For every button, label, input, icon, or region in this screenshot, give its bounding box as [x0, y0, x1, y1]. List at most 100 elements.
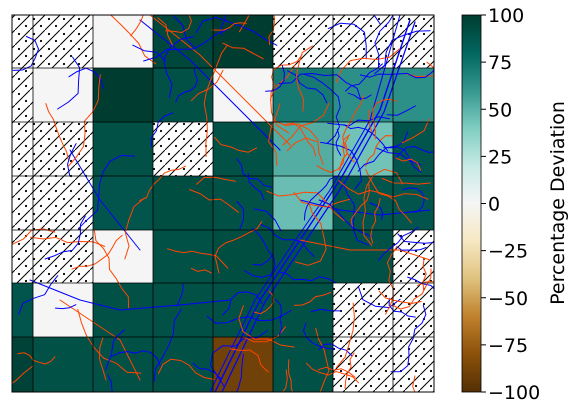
- cell-no-data: [12, 68, 33, 122]
- primary-network-line: [299, 199, 431, 216]
- secondary-network-line: [338, 180, 429, 200]
- secondary-network-line: [344, 352, 355, 389]
- primary-network-line: [343, 124, 389, 152]
- cell: [273, 122, 333, 176]
- primary-network-line: [236, 201, 245, 230]
- primary-network-line: [221, 291, 263, 316]
- colorbar-tick-label: −100: [488, 382, 540, 404]
- cell-no-data: [12, 122, 33, 176]
- cell: [213, 230, 273, 283]
- primary-network-line: [386, 105, 416, 116]
- primary-network-line: [396, 246, 427, 251]
- primary-network-line: [397, 233, 434, 244]
- secondary-network-line: [339, 136, 349, 171]
- colorbar-tick-label: 50: [488, 99, 512, 121]
- secondary-network-line: [284, 122, 317, 157]
- primary-network-line: [111, 350, 161, 367]
- cell-no-data: [393, 283, 434, 337]
- cell-no-data: [333, 283, 393, 337]
- network-lines: [12, 15, 434, 392]
- secondary-network-line: [317, 366, 356, 378]
- primary-network-line: [29, 279, 231, 311]
- secondary-network-line: [214, 221, 263, 274]
- secondary-network-line: [395, 157, 422, 171]
- primary-network-line: [402, 187, 425, 213]
- cell-no-data: [33, 122, 93, 176]
- cell: [333, 230, 393, 283]
- secondary-network-line: [315, 327, 330, 392]
- secondary-network-line: [370, 198, 381, 244]
- secondary-network-line: [124, 197, 145, 260]
- cell: [12, 337, 33, 392]
- secondary-network-line: [12, 365, 34, 385]
- primary-network-line: [173, 15, 196, 50]
- secondary-network-line: [270, 54, 303, 102]
- secondary-network-line: [45, 103, 70, 162]
- cell: [393, 122, 434, 176]
- secondary-network-line: [239, 15, 250, 33]
- secondary-network-line: [196, 176, 236, 185]
- primary-network-line: [342, 182, 370, 246]
- colorbar-label: Percentage Deviation: [547, 101, 569, 305]
- primary-network-line: [69, 149, 141, 251]
- primary-network-line: [68, 67, 104, 89]
- primary-network-line: [327, 22, 367, 60]
- secondary-network-line: [422, 257, 427, 291]
- primary-network-line: [235, 353, 244, 392]
- primary-network-line: [150, 112, 174, 148]
- primary-network-line: [347, 92, 372, 100]
- primary-network-line: [107, 374, 113, 392]
- primary-network-line: [175, 67, 198, 103]
- colorbar-tick-label: 100: [488, 5, 524, 27]
- cell: [213, 122, 273, 176]
- primary-network-line: [374, 30, 431, 75]
- primary-network-line: [372, 15, 381, 25]
- secondary-network-line: [401, 118, 430, 144]
- primary-network-line: [253, 208, 282, 232]
- secondary-network-line: [273, 120, 324, 165]
- primary-network-line: [209, 15, 401, 392]
- primary-network-line: [390, 304, 427, 373]
- primary-network-line: [139, 19, 281, 151]
- primary-network-line: [357, 145, 422, 173]
- secondary-network-line: [71, 234, 123, 270]
- cell-no-data: [273, 15, 333, 68]
- colorbar-gradient: [461, 14, 482, 393]
- secondary-network-line: [268, 15, 275, 46]
- primary-network-line: [260, 223, 315, 257]
- primary-network-line: [274, 298, 283, 336]
- cell-no-data: [33, 15, 93, 68]
- secondary-network-line: [229, 348, 269, 373]
- secondary-network-line: [139, 165, 187, 202]
- secondary-network-line: [157, 17, 173, 46]
- colorbar: 100 75 50 25 0 −25 −50 −75 −100 Percentage Devia…: [461, 5, 569, 404]
- cell: [153, 68, 213, 122]
- cell: [33, 337, 93, 392]
- secondary-network-line: [295, 45, 313, 112]
- secondary-network-line: [93, 229, 130, 309]
- primary-network-line: [105, 329, 125, 371]
- secondary-network-line: [372, 98, 398, 140]
- primary-network-line: [359, 68, 434, 79]
- primary-network-line: [318, 199, 373, 238]
- secondary-network-line: [190, 267, 212, 274]
- secondary-network-line: [158, 358, 215, 380]
- secondary-network-line: [295, 200, 327, 266]
- secondary-network-line: [17, 352, 56, 365]
- secondary-network-line: [381, 177, 431, 185]
- secondary-network-line: [167, 248, 229, 269]
- cell-no-data: [33, 176, 93, 230]
- cell: [213, 68, 273, 122]
- secondary-network-line: [222, 42, 264, 60]
- primary-network-line: [132, 44, 167, 62]
- cell: [393, 176, 434, 230]
- secondary-network-line: [282, 102, 330, 146]
- cell-no-data: [333, 337, 393, 392]
- secondary-network-line: [67, 74, 101, 167]
- cell: [93, 230, 153, 283]
- primary-network-line: [369, 202, 384, 221]
- secondary-network-line: [203, 69, 224, 157]
- secondary-network-line: [305, 362, 359, 384]
- secondary-network-line: [282, 369, 288, 392]
- primary-network-line: [220, 15, 226, 36]
